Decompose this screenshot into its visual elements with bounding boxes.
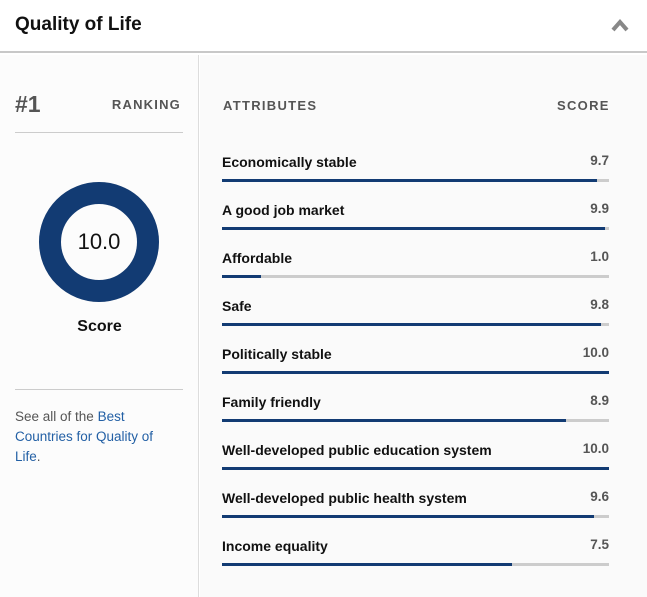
attribute-score: 9.9 bbox=[590, 201, 609, 216]
ranking-label: RANKING bbox=[111, 97, 181, 112]
score-bar-track bbox=[222, 563, 609, 566]
score-donut bbox=[39, 182, 159, 302]
attribute-label: Family friendly bbox=[222, 394, 321, 410]
chevron-up-icon[interactable] bbox=[611, 18, 629, 32]
attributes-header: ATTRIBUTES bbox=[223, 98, 318, 113]
score-bar-fill bbox=[222, 563, 513, 566]
score-label: Score bbox=[77, 318, 122, 335]
divider bbox=[15, 389, 183, 390]
attribute-row: Well-developed public education system 1… bbox=[222, 441, 609, 482]
score-donut-arc bbox=[39, 182, 159, 302]
attribute-label: Politically stable bbox=[222, 346, 332, 362]
score-bar-fill bbox=[222, 275, 261, 278]
attribute-row: Affordable 1.0 bbox=[222, 249, 609, 290]
attribute-label: Affordable bbox=[222, 250, 292, 266]
score-bar-fill bbox=[222, 467, 609, 470]
score-bar-fill bbox=[222, 323, 602, 326]
attribute-score: 9.8 bbox=[590, 297, 609, 312]
attribute-row: Well-developed public health system 9.6 bbox=[222, 489, 609, 530]
attribute-label: Well-developed public education system bbox=[222, 442, 492, 458]
attributes-panel: ATTRIBUTES SCORE Economically stable 9.7… bbox=[200, 55, 647, 597]
attribute-score: 8.9 bbox=[590, 393, 609, 408]
best-countries-link[interactable]: Best Countries for Quality of Life bbox=[15, 409, 154, 464]
attribute-row: A good job market 9.9 bbox=[222, 201, 609, 242]
attribute-row: Safe 9.8 bbox=[222, 297, 609, 338]
attribute-score: 9.7 bbox=[590, 153, 609, 168]
attribute-score: 10.0 bbox=[582, 345, 609, 360]
score-bar-fill bbox=[222, 179, 598, 182]
divider bbox=[15, 132, 183, 133]
attribute-score: 1.0 bbox=[590, 249, 609, 264]
score-bar-track bbox=[222, 227, 609, 230]
attribute-row: Politically stable 10.0 bbox=[222, 345, 609, 386]
attribute-label: A good job market bbox=[222, 202, 345, 218]
score-bar-track bbox=[222, 419, 609, 422]
score-bar-fill bbox=[222, 227, 606, 230]
score-bar-track bbox=[222, 275, 609, 278]
score-bar-fill bbox=[222, 515, 594, 518]
attribute-label: Economically stable bbox=[222, 154, 357, 170]
section-header[interactable]: Quality of Life bbox=[0, 0, 647, 53]
score-bar-track bbox=[222, 515, 609, 518]
attribute-label: Safe bbox=[222, 298, 252, 314]
score-value: 10.0 bbox=[77, 229, 121, 254]
attribute-row: Income equality 7.5 bbox=[222, 537, 609, 578]
rank-number: #1 bbox=[15, 91, 41, 117]
attribute-row: Economically stable 9.7 bbox=[222, 153, 609, 194]
attribute-score: 7.5 bbox=[590, 537, 609, 552]
attribute-row: Family friendly 8.9 bbox=[222, 393, 609, 434]
score-bar-track bbox=[222, 179, 609, 182]
score-bar-track bbox=[222, 467, 609, 470]
attribute-label: Income equality bbox=[222, 538, 328, 554]
attribute-label: Well-developed public health system bbox=[222, 490, 467, 506]
score-bar-track bbox=[222, 323, 609, 326]
score-bar-fill bbox=[222, 419, 567, 422]
see-all-suffix: . bbox=[36, 449, 41, 464]
see-all-prefix: See all of the bbox=[15, 409, 98, 424]
see-all-text: See all of the Best Countries for Qualit… bbox=[15, 407, 175, 467]
attribute-score: 9.6 bbox=[590, 489, 609, 504]
section-title: Quality of Life bbox=[15, 14, 142, 35]
attribute-score: 10.0 bbox=[582, 441, 609, 456]
ranking-panel: #1 RANKING 10.0 Score See all of the Bes… bbox=[0, 55, 199, 597]
score-bar-fill bbox=[222, 371, 609, 374]
score-bar-track bbox=[222, 371, 609, 374]
score-header: SCORE bbox=[557, 98, 610, 113]
